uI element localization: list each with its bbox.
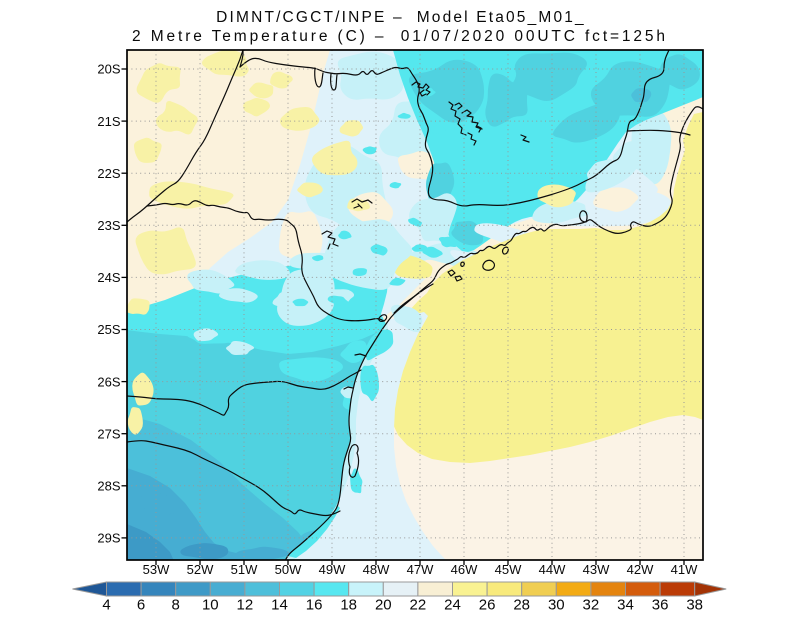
- svg-text:23S: 23S: [97, 218, 120, 233]
- svg-text:22: 22: [410, 597, 427, 614]
- svg-text:27S: 27S: [97, 426, 120, 441]
- svg-text:25S: 25S: [97, 322, 120, 337]
- svg-text:24: 24: [444, 597, 461, 614]
- svg-text:51W: 51W: [231, 562, 258, 577]
- svg-text:28S: 28S: [97, 479, 120, 494]
- svg-text:10: 10: [202, 597, 219, 614]
- svg-text:26S: 26S: [97, 374, 120, 389]
- svg-text:21S: 21S: [97, 114, 120, 129]
- svg-text:26: 26: [479, 597, 496, 614]
- svg-text:50W: 50W: [275, 562, 302, 577]
- svg-text:43W: 43W: [583, 562, 610, 577]
- svg-text:6: 6: [137, 597, 145, 614]
- svg-text:30: 30: [548, 597, 565, 614]
- svg-text:24S: 24S: [97, 270, 120, 285]
- svg-text:8: 8: [172, 597, 180, 614]
- svg-text:32: 32: [583, 597, 600, 614]
- svg-text:47W: 47W: [407, 562, 434, 577]
- svg-text:38: 38: [686, 597, 703, 614]
- svg-text:41W: 41W: [671, 562, 698, 577]
- svg-text:12: 12: [237, 597, 254, 614]
- svg-text:4: 4: [102, 597, 110, 614]
- svg-text:44W: 44W: [539, 562, 566, 577]
- svg-text:29S: 29S: [97, 531, 120, 546]
- svg-text:49W: 49W: [319, 562, 346, 577]
- svg-text:DIMNT/CGCT/INPE – Model Eta05: DIMNT/CGCT/INPE – Model Eta05_M01_: [216, 9, 586, 26]
- svg-text:22S: 22S: [97, 166, 120, 181]
- svg-text:36: 36: [652, 597, 669, 614]
- svg-text:20S: 20S: [97, 62, 120, 77]
- svg-text:20: 20: [375, 597, 392, 614]
- svg-text:18: 18: [340, 597, 357, 614]
- svg-text:2 Metre Temperature (C) – 01/: 2 Metre Temperature (C) – 01/07/2020 00U…: [132, 28, 668, 45]
- svg-text:28: 28: [513, 597, 530, 614]
- svg-text:14: 14: [271, 597, 288, 614]
- svg-text:48W: 48W: [363, 562, 390, 577]
- svg-text:46W: 46W: [451, 562, 478, 577]
- svg-text:42W: 42W: [627, 562, 654, 577]
- svg-text:45W: 45W: [495, 562, 522, 577]
- svg-text:52W: 52W: [187, 562, 214, 577]
- svg-text:16: 16: [306, 597, 323, 614]
- svg-text:34: 34: [617, 597, 634, 614]
- svg-text:53W: 53W: [143, 562, 170, 577]
